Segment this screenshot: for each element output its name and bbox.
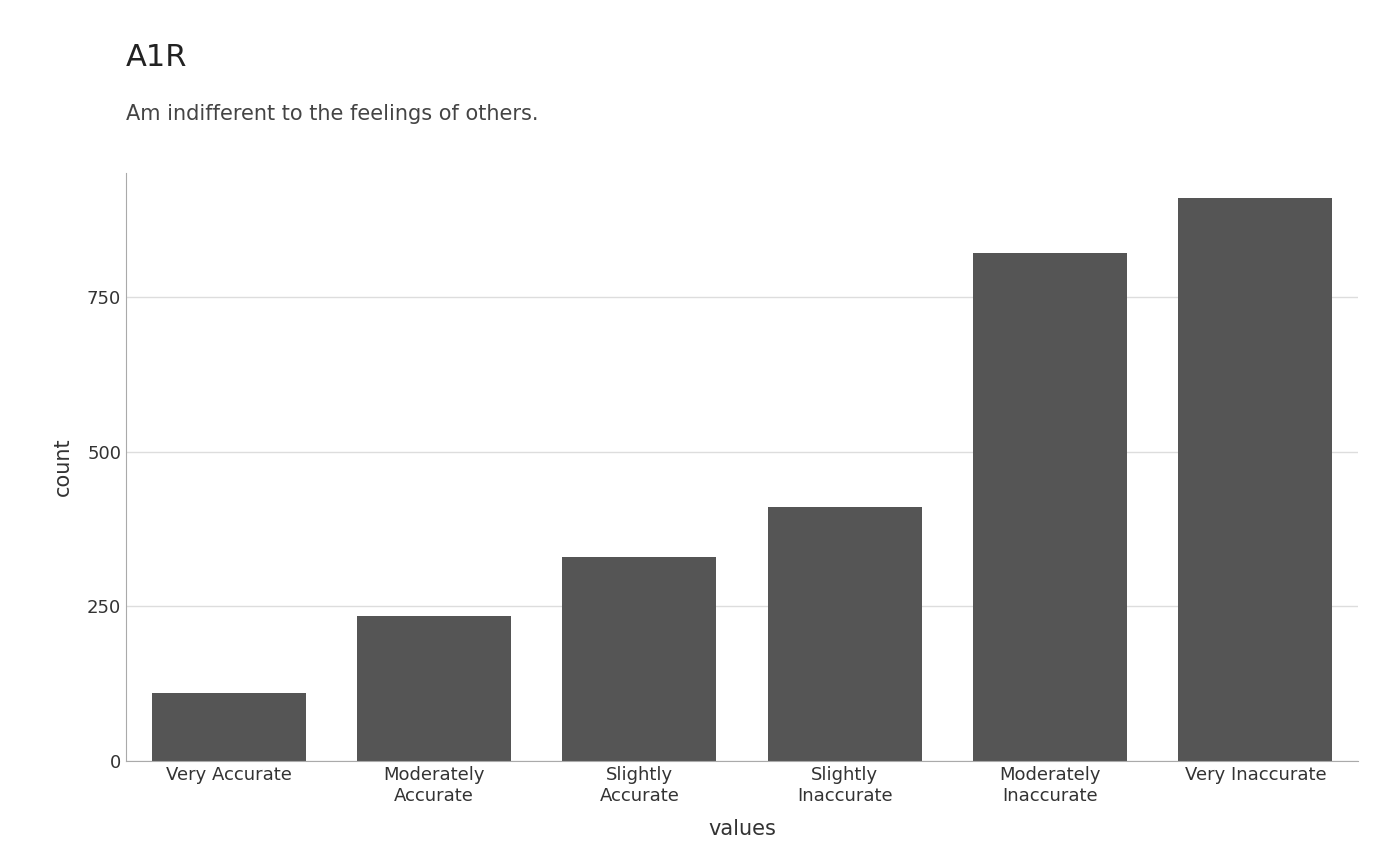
Y-axis label: count: count <box>53 438 73 497</box>
Bar <box>563 557 717 761</box>
Bar <box>1179 198 1333 761</box>
Text: A1R: A1R <box>126 43 188 73</box>
Bar <box>151 693 305 761</box>
Bar <box>973 253 1127 761</box>
Bar <box>357 616 511 761</box>
Text: Am indifferent to the feelings of others.: Am indifferent to the feelings of others… <box>126 104 539 124</box>
X-axis label: values: values <box>708 819 776 839</box>
Bar <box>767 508 921 761</box>
